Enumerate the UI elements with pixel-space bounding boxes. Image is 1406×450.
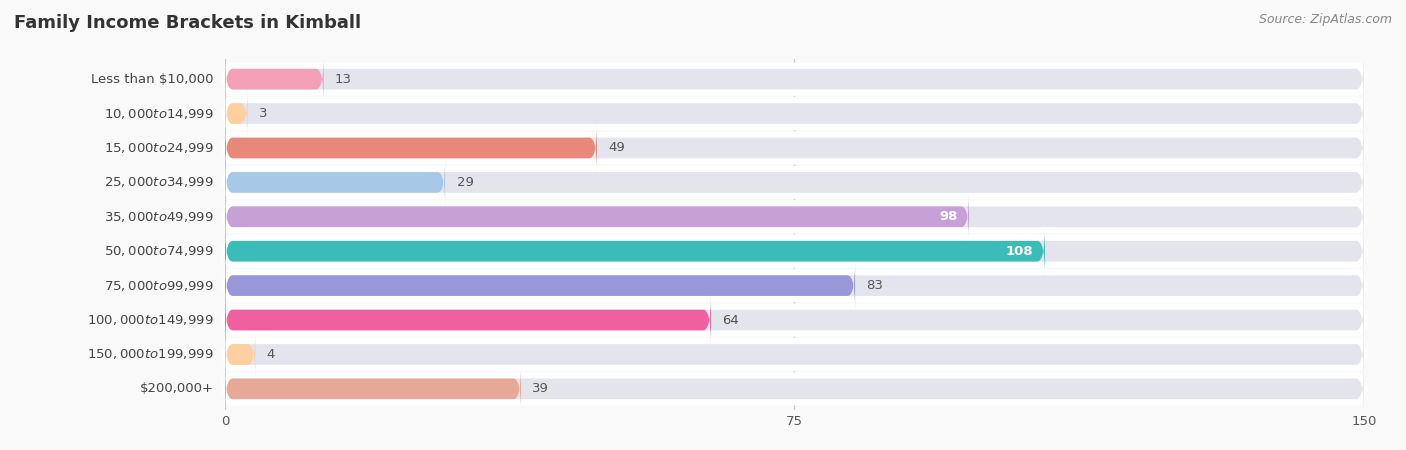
FancyBboxPatch shape	[225, 227, 1045, 275]
Text: 108: 108	[1005, 245, 1033, 258]
Text: 64: 64	[723, 314, 740, 327]
FancyBboxPatch shape	[221, 192, 1368, 242]
FancyBboxPatch shape	[221, 261, 1368, 310]
FancyBboxPatch shape	[225, 124, 1364, 172]
FancyBboxPatch shape	[225, 365, 522, 413]
FancyBboxPatch shape	[225, 55, 1364, 103]
Text: $200,000+: $200,000+	[139, 382, 214, 396]
Text: 83: 83	[866, 279, 883, 292]
Text: $150,000 to $199,999: $150,000 to $199,999	[87, 347, 214, 361]
FancyBboxPatch shape	[221, 295, 1368, 345]
Text: 49: 49	[609, 141, 626, 154]
FancyBboxPatch shape	[225, 330, 1364, 378]
FancyBboxPatch shape	[221, 54, 1368, 104]
Text: 13: 13	[335, 72, 352, 86]
FancyBboxPatch shape	[221, 226, 1368, 276]
Text: Source: ZipAtlas.com: Source: ZipAtlas.com	[1258, 14, 1392, 27]
Text: 3: 3	[259, 107, 267, 120]
FancyBboxPatch shape	[225, 158, 1364, 207]
Text: 4: 4	[267, 348, 276, 361]
FancyBboxPatch shape	[225, 261, 855, 310]
Text: $50,000 to $74,999: $50,000 to $74,999	[104, 244, 214, 258]
FancyBboxPatch shape	[225, 261, 1364, 310]
Text: $10,000 to $14,999: $10,000 to $14,999	[104, 107, 214, 121]
FancyBboxPatch shape	[221, 330, 1368, 379]
Text: 98: 98	[939, 210, 957, 223]
FancyBboxPatch shape	[221, 123, 1368, 173]
FancyBboxPatch shape	[221, 89, 1368, 138]
Text: 29: 29	[457, 176, 474, 189]
FancyBboxPatch shape	[225, 90, 247, 138]
FancyBboxPatch shape	[225, 227, 1364, 275]
Text: Less than $10,000: Less than $10,000	[91, 72, 214, 86]
Text: Family Income Brackets in Kimball: Family Income Brackets in Kimball	[14, 14, 361, 32]
Text: $25,000 to $34,999: $25,000 to $34,999	[104, 176, 214, 189]
Text: 39: 39	[533, 382, 550, 396]
FancyBboxPatch shape	[225, 158, 446, 207]
Text: $100,000 to $149,999: $100,000 to $149,999	[87, 313, 214, 327]
FancyBboxPatch shape	[225, 330, 256, 378]
FancyBboxPatch shape	[221, 364, 1368, 414]
FancyBboxPatch shape	[221, 158, 1368, 207]
FancyBboxPatch shape	[225, 365, 1364, 413]
FancyBboxPatch shape	[225, 193, 969, 241]
Text: $15,000 to $24,999: $15,000 to $24,999	[104, 141, 214, 155]
FancyBboxPatch shape	[225, 296, 711, 344]
FancyBboxPatch shape	[225, 90, 1364, 138]
Text: $75,000 to $99,999: $75,000 to $99,999	[104, 279, 214, 292]
FancyBboxPatch shape	[225, 193, 1364, 241]
FancyBboxPatch shape	[225, 124, 598, 172]
FancyBboxPatch shape	[225, 55, 323, 103]
Text: $35,000 to $49,999: $35,000 to $49,999	[104, 210, 214, 224]
FancyBboxPatch shape	[225, 296, 1364, 344]
